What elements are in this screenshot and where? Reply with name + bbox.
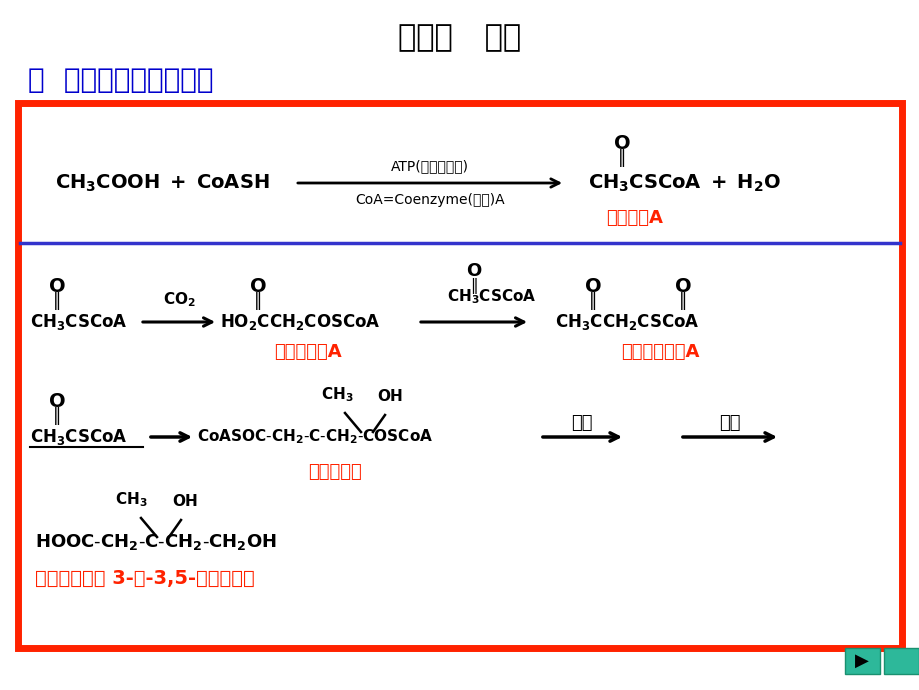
Text: 水解: 水解 bbox=[719, 414, 740, 432]
Text: $\mathbf{OH}$: $\mathbf{OH}$ bbox=[377, 388, 403, 404]
Text: ‖: ‖ bbox=[470, 278, 477, 294]
Text: $\mathbf{CH_3CSCoA}$: $\mathbf{CH_3CSCoA}$ bbox=[30, 312, 128, 332]
Text: ‖: ‖ bbox=[254, 292, 262, 310]
Text: ▶: ▶ bbox=[854, 652, 868, 670]
Text: ATP(三磷酸腺苷): ATP(三磷酸腺苷) bbox=[391, 159, 469, 173]
Text: O: O bbox=[584, 277, 601, 296]
Text: 页: 页 bbox=[896, 655, 903, 667]
Text: $\mathbf{CH_3CSCoA}$: $\mathbf{CH_3CSCoA}$ bbox=[447, 287, 536, 306]
Text: 乙酰乙酰辅酶A: 乙酰乙酰辅酶A bbox=[620, 343, 698, 361]
Text: $\mathbf{CH_3CSCoA\ +\ H_2O}$: $\mathbf{CH_3CSCoA\ +\ H_2O}$ bbox=[587, 172, 780, 194]
Text: $\mathbf{OH}$: $\mathbf{OH}$ bbox=[172, 493, 198, 509]
Text: 还原: 还原 bbox=[571, 414, 592, 432]
Bar bbox=[844, 648, 879, 674]
Text: 第一节   菇类: 第一节 菇类 bbox=[398, 23, 521, 52]
Text: $\mathbf{CH_3}$: $\mathbf{CH_3}$ bbox=[321, 385, 353, 404]
Text: O: O bbox=[49, 392, 65, 411]
Text: 六碳中间体: 六碳中间体 bbox=[308, 463, 361, 481]
Text: $\mathbf{CoASOC\text{-}CH_2\text{-}C\text{-}CH_2\text{-}COSCoA}$: $\mathbf{CoASOC\text{-}CH_2\text{-}C\tex… bbox=[197, 428, 433, 446]
Text: ‖: ‖ bbox=[618, 149, 626, 167]
Text: $\mathbf{CH_3COOH\ +\ CoASH}$: $\mathbf{CH_3COOH\ +\ CoASH}$ bbox=[55, 172, 269, 194]
Text: $\mathbf{CH_3CCH_2CSCoA}$: $\mathbf{CH_3CCH_2CSCoA}$ bbox=[554, 312, 698, 332]
Text: 一  菇类化合物生物合成: 一 菇类化合物生物合成 bbox=[28, 66, 213, 94]
Text: O: O bbox=[613, 134, 630, 153]
Text: O: O bbox=[249, 277, 266, 296]
Text: 丙二酰辅酶A: 丙二酰辅酶A bbox=[274, 343, 342, 361]
Text: ‖: ‖ bbox=[678, 292, 686, 310]
Text: ‖: ‖ bbox=[52, 292, 61, 310]
Text: $\mathbf{HOOC\text{-}CH_2\text{-}C\text{-}CH_2\text{-}CH_2OH}$: $\mathbf{HOOC\text{-}CH_2\text{-}C\text{… bbox=[35, 532, 277, 552]
Text: CoA=Coenzyme(辅酶)A: CoA=Coenzyme(辅酶)A bbox=[355, 193, 505, 207]
Text: $\mathbf{CO_2}$: $\mathbf{CO_2}$ bbox=[163, 290, 195, 309]
Text: $\mathbf{CH_3CSCoA}$: $\mathbf{CH_3CSCoA}$ bbox=[30, 427, 128, 447]
Text: $\mathbf{CH_3}$: $\mathbf{CH_3}$ bbox=[115, 491, 147, 509]
Bar bbox=[883, 648, 918, 674]
Text: $\mathbf{HO_2CCH_2COSCoA}$: $\mathbf{HO_2CCH_2COSCoA}$ bbox=[220, 312, 380, 332]
Text: O: O bbox=[674, 277, 690, 296]
Text: O: O bbox=[466, 262, 482, 280]
Text: 甲羟戊酸（或 3-甲-3,5-二羟戊酸）: 甲羟戊酸（或 3-甲-3,5-二羟戊酸） bbox=[35, 569, 255, 587]
Text: ‖: ‖ bbox=[52, 407, 61, 425]
Text: ‖: ‖ bbox=[588, 292, 596, 310]
Text: O: O bbox=[49, 277, 65, 296]
Bar bbox=[18, 103, 901, 648]
Text: 乙酰辅酶A: 乙酰辅酶A bbox=[606, 209, 663, 227]
